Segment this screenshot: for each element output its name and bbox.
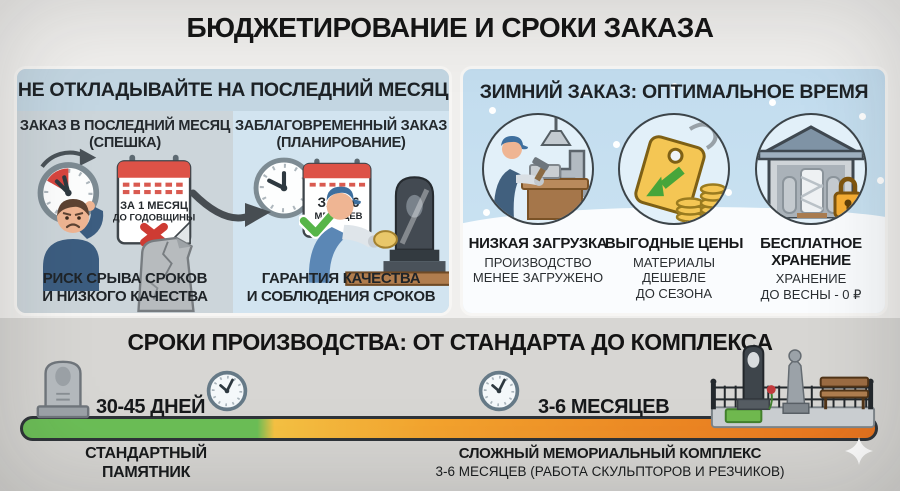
benefit-subtext: ХРАНЕНИЕ ДО ВЕСНЫ - 0 ₽: [760, 271, 862, 302]
benefit-circle: [618, 113, 730, 225]
complex-duration: 3-6 МЕСЯЦЕВ: [538, 396, 670, 418]
workshop-icon: [493, 117, 589, 220]
benefit-circle: [482, 113, 594, 225]
rush-calendar-line1: ЗА 1 МЕСЯЦ: [120, 200, 188, 212]
page-title: БЮДЖЕТИРОВАНИЕ И СРОКИ ЗАКАЗА: [186, 12, 714, 43]
complex-label: СЛОЖНЫЙ МЕМОРИАЛЬНЫЙ КОМПЛЕКС 3-6 МЕСЯЦЕ…: [435, 445, 785, 479]
worker-polishing-monument-illustration: [308, 176, 449, 286]
standard-duration: 30-45 ДНЕЙ: [96, 396, 206, 418]
benefit-subtext: МАТЕРИАЛЫ ДЕШЕВЛЕ ДО СЕЗОНА: [632, 254, 716, 302]
benefit-circle: [755, 113, 867, 225]
memorial-complex-illustration: [710, 345, 876, 429]
production-title: СРОКИ ПРОИЗВОДСТВА: ОТ СТАНДАРТА ДО КОМП…: [127, 329, 773, 355]
panel-dont-delay: НЕ ОТКЛАДЫВАЙТЕ НА ПОСЛЕДНИЙ МЕСЯЦ ЗАКАЗ…: [14, 66, 452, 316]
standard-gravestone-icon: [36, 360, 90, 419]
worried-man-illustration: [43, 199, 104, 291]
snowflakes: [489, 107, 496, 114]
rush-calendar-line2: ДО ГОДОВЩИНЫ: [113, 211, 195, 222]
green-check-icon: [299, 202, 344, 239]
panel-production-times: СРОКИ ПРОИЗВОДСТВА: ОТ СТАНДАРТА ДО КОМП…: [0, 318, 900, 491]
benefit-free-storage: БЕСПЛАТНОЕ ХРАНЕНИЕ ХРАНЕНИЕ ДО ВЕСНЫ - …: [741, 113, 881, 303]
left-panel-columns: ЗАКАЗ В ПОСЛЕДНИЙ МЕСЯЦ (СПЕШКА): [17, 111, 449, 313]
clock-icon: [206, 370, 248, 412]
panel-winter-order: ЗИМНИЙ ЗАКАЗ: ОПТИМАЛЬНОЕ ВРЕМЯ: [460, 66, 888, 316]
rush-order-column: ЗАКАЗ В ПОСЛЕДНИЙ МЕСЯЦ (СПЕШКА): [17, 111, 233, 313]
rush-column-title: ЗАКАЗ В ПОСЛЕДНИЙ МЕСЯЦ (СПЕШКА): [19, 118, 231, 152]
discount-tag-icon: [634, 122, 727, 223]
right-panel-header: ЗИМНИЙ ЗАКАЗ: ОПТИМАЛЬНОЕ ВРЕМЯ: [479, 81, 869, 103]
benefit-low-workload: НИЗКАЯ ЗАГРУЗКА ПРОИЗВОДСТВО МЕНЕЕ ЗАГРУ…: [468, 113, 608, 286]
planned-caption: ГАРАНТИЯ КАЧЕСТВА И СОБЛЮДЕНИЯ СРОКОВ: [246, 270, 436, 305]
curved-arrow-icon: [189, 189, 271, 227]
left-panel-header: НЕ ОТКЛАДЫВАЙТЕ НА ПОСЛЕДНИЙ МЕСЯЦ: [17, 69, 449, 111]
clock-icon: [478, 370, 520, 412]
rush-caption: РИСК СРЫВА СРОКОВ И НИЗКОГО КАЧЕСТВА: [42, 270, 208, 305]
benefit-good-prices: ВЫГОДНЫЕ ЦЕНЫ МАТЕРИАЛЫ ДЕШЕВЛЕ ДО СЕЗОН…: [604, 113, 744, 302]
planned-column-title: ЗАБЛАГОВРЕМЕННЫЙ ЗАКАЗ (ПЛАНИРОВАНИЕ): [234, 118, 448, 152]
sparkle-icon: [845, 437, 873, 465]
storage-lock-icon: [757, 125, 865, 219]
cracked-gravestone-icon: [137, 236, 195, 313]
standard-label: СТАНДАРТНЫЙ ПАМЯТНИК: [85, 445, 207, 481]
benefit-subtext: ПРОИЗВОДСТВО МЕНЕЕ ЗАГРУЖЕНО: [472, 254, 604, 286]
